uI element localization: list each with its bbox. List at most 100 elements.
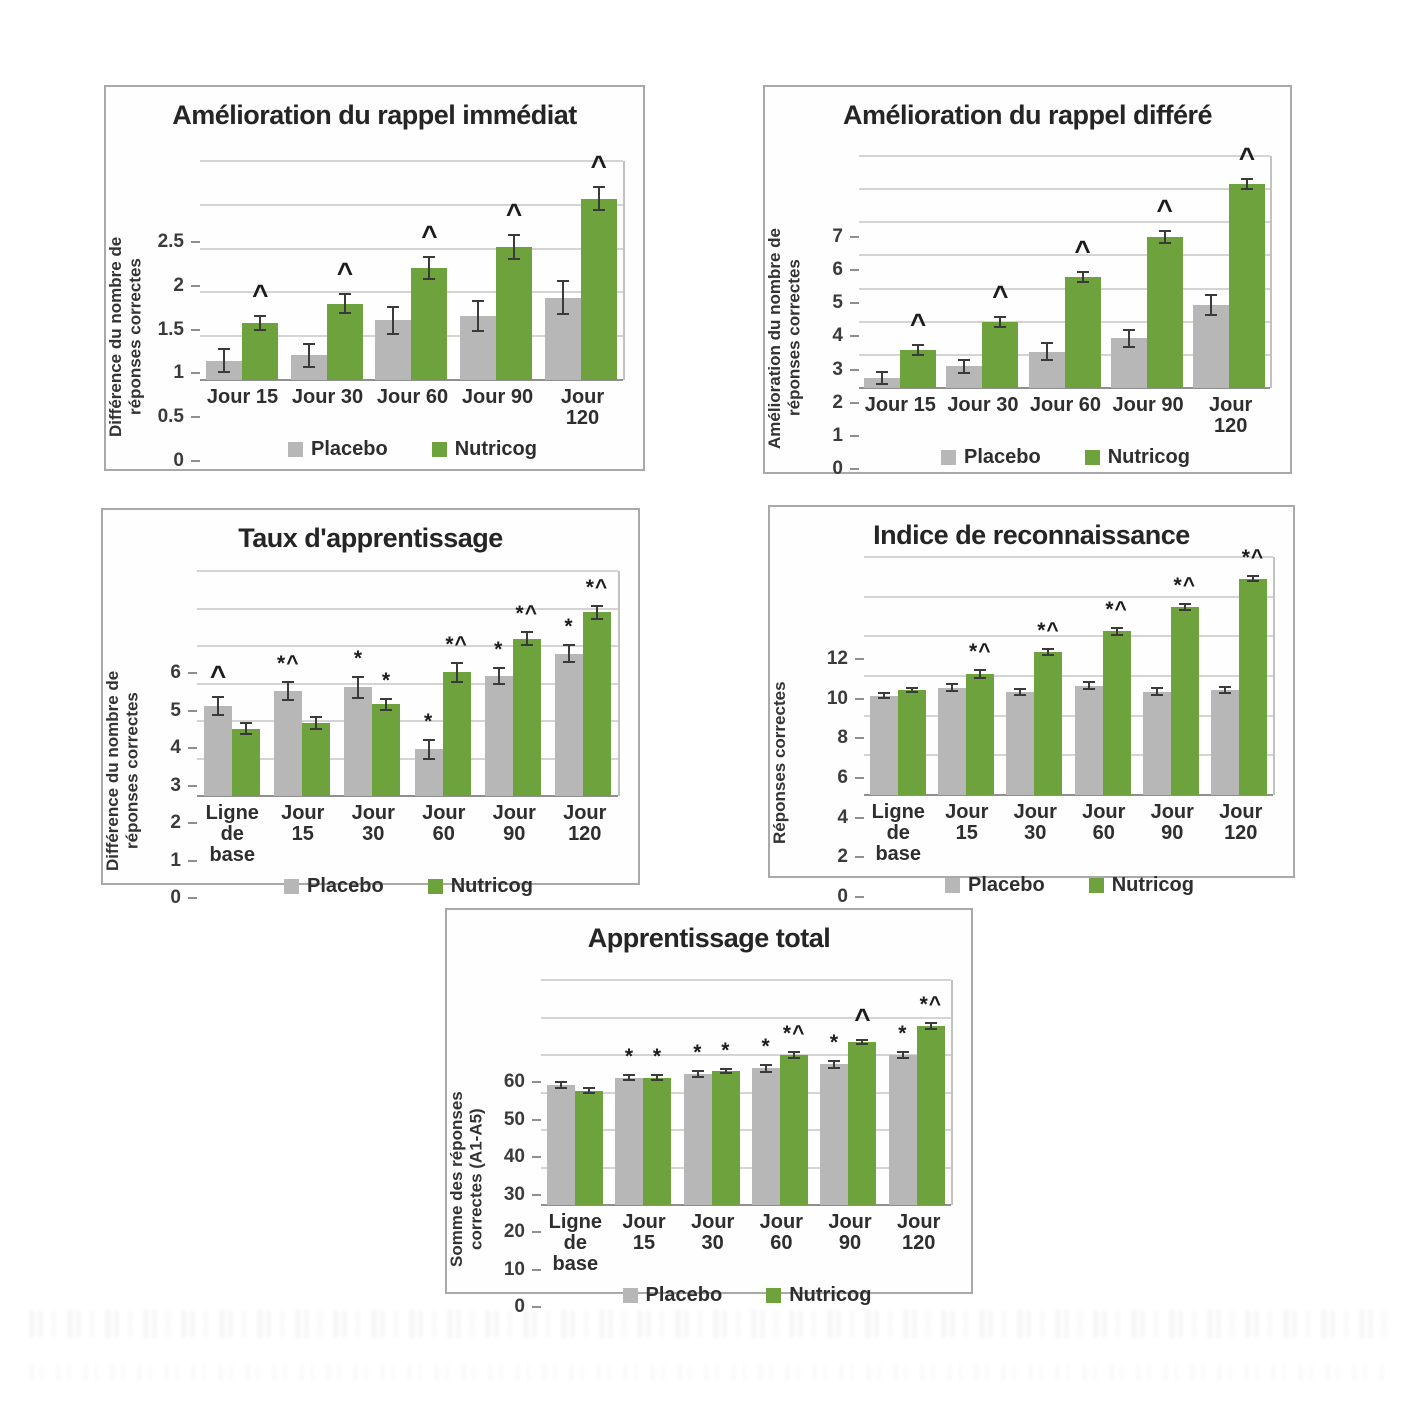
chart-body: Amélioration du nombre de réponses corre… (765, 144, 1290, 479)
y-tick-label: 0 (170, 887, 181, 908)
error-bar-cap (876, 371, 889, 374)
x-axis-labels: Ligne de base Jour 15 Jour 30 Jour 60 Jour 9… (864, 802, 1275, 865)
gridline (197, 682, 618, 685)
bar-nutricog: ^ (242, 281, 279, 380)
y-axis: 0 2 4 6 8 10 12 (816, 648, 864, 907)
error-bar-cap (1122, 345, 1135, 348)
legend-label: Placebo (645, 1284, 723, 1306)
error-bar (513, 234, 516, 260)
significance-annotation: ^ (505, 197, 523, 229)
x-tick-label: Jour 30 (351, 802, 395, 845)
x-tick-label: Jour 30 (691, 1211, 735, 1254)
error-bar-cap (788, 1051, 801, 1053)
y-tick-label: 40 (503, 1146, 525, 1167)
bar-group: ^ (941, 281, 1023, 388)
bar-placebo: * (888, 1022, 917, 1205)
bar-nutricog: *^ (1238, 546, 1267, 795)
y-tick-label: 2 (837, 846, 848, 868)
significance-annotation: * (898, 1021, 908, 1045)
legend-swatch-nutricog (427, 879, 443, 894)
error-bar-cap (302, 343, 315, 346)
y-axis: 0 1 2 3 4 5 6 (149, 662, 197, 908)
y-tick-label: 2 (170, 812, 181, 833)
error-bar-cap (974, 676, 987, 679)
bar-placebo (1210, 685, 1239, 795)
error-bar-cap (946, 683, 959, 686)
error-bar-cap (562, 644, 575, 647)
faded-watermark-text-row (30, 1364, 1388, 1381)
error-bar-cap (422, 738, 435, 741)
gridline (200, 247, 623, 250)
y-tick-label: 7 (832, 226, 843, 247)
bar-group: * * (337, 647, 407, 796)
error-bar-cap (1082, 688, 1095, 691)
x-tick-label: Jour 120 (563, 802, 607, 845)
bar-nutricog: *^ (780, 1022, 809, 1205)
y-tick-label: 3 (170, 774, 181, 796)
y-tick-mark (188, 709, 197, 712)
legend-item-placebo: Placebo (622, 1284, 723, 1307)
plot-area: *^ *^ *^ *^ *^ (864, 546, 1275, 796)
bar-placebo: * (820, 1031, 849, 1205)
error-bar-cap (828, 1066, 841, 1069)
y-tick-label: 30 (503, 1183, 525, 1205)
y-tick-label: 1.5 (157, 318, 184, 340)
x-tick-label: Jour 60 (376, 386, 449, 408)
y-tick-label: 60 (503, 1071, 525, 1092)
bar-nutricog: * (643, 1045, 672, 1205)
x-tick-label: Jour 60 (759, 1211, 804, 1254)
y-tick-mark (532, 1081, 541, 1083)
legend-swatch-nutricog (1084, 450, 1100, 465)
error-bar-cap (492, 666, 505, 669)
bar-placebo (864, 371, 901, 388)
x-tick-label: Jour 60 (1029, 394, 1102, 416)
bar-group: ^ (369, 221, 454, 380)
error-bar-cap (508, 233, 521, 236)
error-bar-cap (912, 353, 925, 356)
error-bar (1045, 343, 1048, 360)
error-bar-cap (760, 1063, 773, 1066)
plot-column: *^ *^ *^ *^ *^ Ligne de base Jour 15 Jour 30 Jou… (864, 546, 1275, 897)
gridline (197, 720, 618, 722)
significance-annotation: * (624, 1044, 635, 1068)
gridline (859, 254, 1270, 257)
bar-placebo (870, 692, 899, 795)
bar-group: ^ (859, 309, 941, 388)
y-tick-mark (855, 896, 864, 898)
plot-area: ^ ^ ^ ^ ^ (200, 152, 625, 381)
error-bar (223, 349, 226, 373)
error-bar (259, 316, 262, 331)
bar-group: * *^ (746, 1022, 814, 1205)
x-axis-labels: Jour 15 Jour 30 Jour 60 Jour 90 Jour 120 (859, 395, 1272, 437)
chart-panel-delayed-recall: Amélioration du rappel différé Améliorati… (763, 85, 1292, 479)
error-bar-cap (1178, 608, 1191, 611)
bar-nutricog: ^ (1064, 237, 1101, 388)
plot-column: ^ *^ * * * *^ * *^ * *^ Ligne de base Jour 15 Jour 3… (197, 570, 620, 898)
legend-label: Nutricog (450, 875, 533, 897)
y-tick-mark (855, 697, 864, 700)
significance-annotation: *^ (782, 1022, 806, 1045)
error-bar (951, 684, 954, 692)
bar-group: *^ (1000, 619, 1068, 795)
error-bar-cap (556, 313, 569, 316)
error-bar (343, 294, 346, 314)
y-tick-label: 1 (173, 362, 184, 384)
error-bar-cap (508, 258, 521, 261)
x-tick-label: Jour 120 (1219, 801, 1263, 844)
y-tick-mark (188, 747, 197, 749)
significance-annotation: ^ (252, 279, 269, 311)
error-bar (1183, 603, 1186, 610)
error-bar-cap (1218, 685, 1231, 688)
error-bar (1245, 179, 1248, 190)
y-tick-mark (850, 236, 859, 238)
legend: Placebo Nutricog (541, 1284, 953, 1307)
gridline (864, 635, 1273, 638)
error-bar-cap (387, 332, 400, 335)
y-tick-mark (532, 1306, 541, 1308)
error-bar-cap (423, 255, 436, 258)
error-bar (793, 1052, 796, 1058)
y-tick-mark (188, 897, 197, 899)
error-bar (525, 631, 528, 646)
x-tick-label: Jour 15 (206, 386, 279, 408)
gridline (859, 221, 1270, 224)
